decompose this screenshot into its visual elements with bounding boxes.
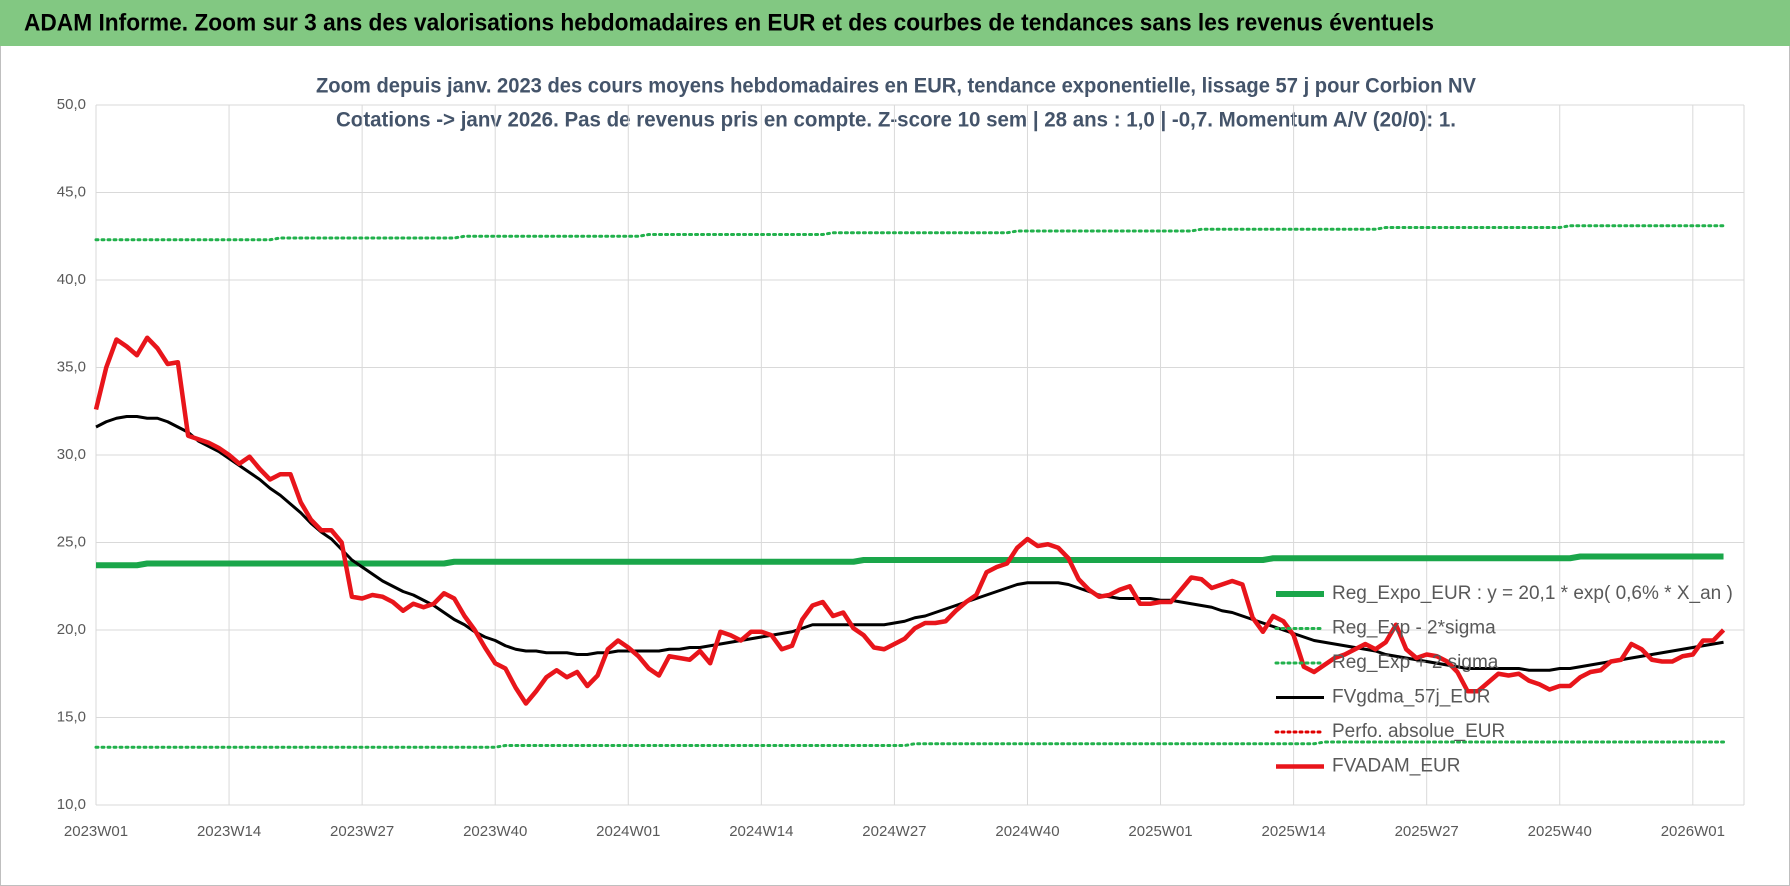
y-tick-label: 15,0: [57, 708, 86, 725]
y-tick-label: 45,0: [57, 183, 86, 200]
y-tick-label: 35,0: [57, 358, 86, 375]
x-tick-label: 2025W14: [1262, 823, 1326, 840]
y-tick-label: 25,0: [57, 533, 86, 550]
y-tick-label: 40,0: [57, 271, 86, 288]
y-tick-label: 50,0: [57, 96, 86, 113]
legend-label: Perfo. absolue_EUR: [1332, 721, 1505, 742]
legend-label: Reg_Exp + 2 sigma: [1332, 652, 1499, 673]
y-tick-label: 20,0: [57, 621, 86, 638]
chart-subtitle: Cotations -> janv 2026. Pas de revenus p…: [336, 109, 1456, 132]
x-tick-label: 2023W14: [197, 823, 261, 840]
x-tick-label: 2023W40: [463, 823, 527, 840]
x-tick-label: 2024W14: [729, 823, 793, 840]
chart-title: Zoom depuis janv. 2023 des cours moyens …: [316, 75, 1476, 98]
header-bar: [0, 0, 1790, 46]
series-line: [94, 740, 1726, 749]
x-tick-label: 2026W01: [1661, 823, 1725, 840]
header-title: ADAM Informe. Zoom sur 3 ans des valoris…: [24, 9, 1434, 36]
y-tick-label: 10,0: [57, 796, 86, 813]
x-tick-label: 2023W01: [64, 823, 128, 840]
legend-label: Reg_Expo_EUR : y = 20,1 * exp( 0,6% * X_…: [1332, 583, 1733, 604]
series-line: [94, 224, 1726, 242]
x-tick-label: 2024W01: [596, 823, 660, 840]
legend-label: FVADAM_EUR: [1332, 756, 1460, 777]
series-line: [96, 553, 1724, 569]
legend-label: FVgdma_57j_EUR: [1332, 687, 1490, 708]
series-line: [93, 335, 1726, 706]
legend-label: Reg_Exp - 2*sigma: [1332, 618, 1496, 639]
y-tick-label: 30,0: [57, 446, 86, 463]
x-tick-label: 2025W27: [1395, 823, 1459, 840]
x-tick-label: 2024W40: [995, 823, 1059, 840]
x-tick-label: 2025W01: [1128, 823, 1192, 840]
x-tick-label: 2025W40: [1528, 823, 1592, 840]
x-tick-label: 2024W27: [862, 823, 926, 840]
x-tick-label: 2023W27: [330, 823, 394, 840]
